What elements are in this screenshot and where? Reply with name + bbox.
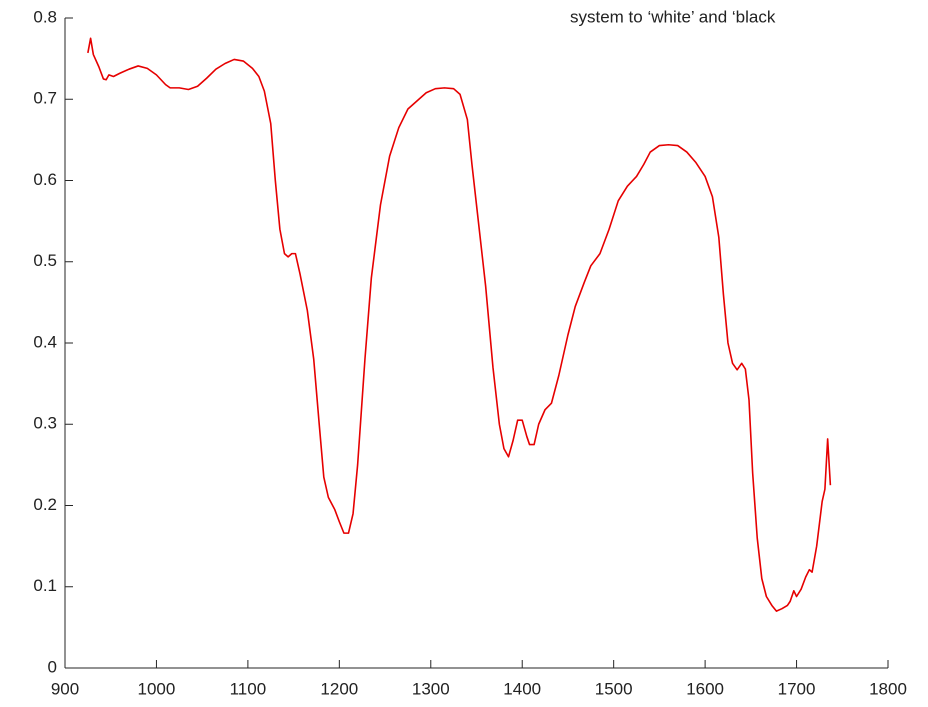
y-tick-label: 0.3 [33,414,57,433]
x-tick-label: 1200 [320,679,358,698]
y-tick-label: 0.5 [33,251,57,270]
x-tick-label: 1300 [412,679,450,698]
y-tick-label: 0.4 [33,332,57,351]
data-line [87,37,832,612]
y-tick-label: 0 [48,657,57,676]
y-tick-label: 0.6 [33,170,57,189]
x-tick-label: 1800 [869,679,907,698]
y-tick-label: 0.1 [33,576,57,595]
x-tick-label: 1100 [230,679,267,698]
y-tick-label: 0.2 [33,495,57,514]
x-tick-label: 1600 [686,679,724,698]
annotation: system to ‘white’ and ‘black [570,7,776,26]
x-tick-label: 1400 [503,679,541,698]
x-tick-label: 900 [51,679,79,698]
y-tick-label: 0.8 [33,7,57,26]
x-tick-label: 1000 [138,679,176,698]
y-tick-label: 0.7 [33,89,57,108]
x-tick-label: 1700 [778,679,816,698]
x-tick-label: 1500 [595,679,633,698]
